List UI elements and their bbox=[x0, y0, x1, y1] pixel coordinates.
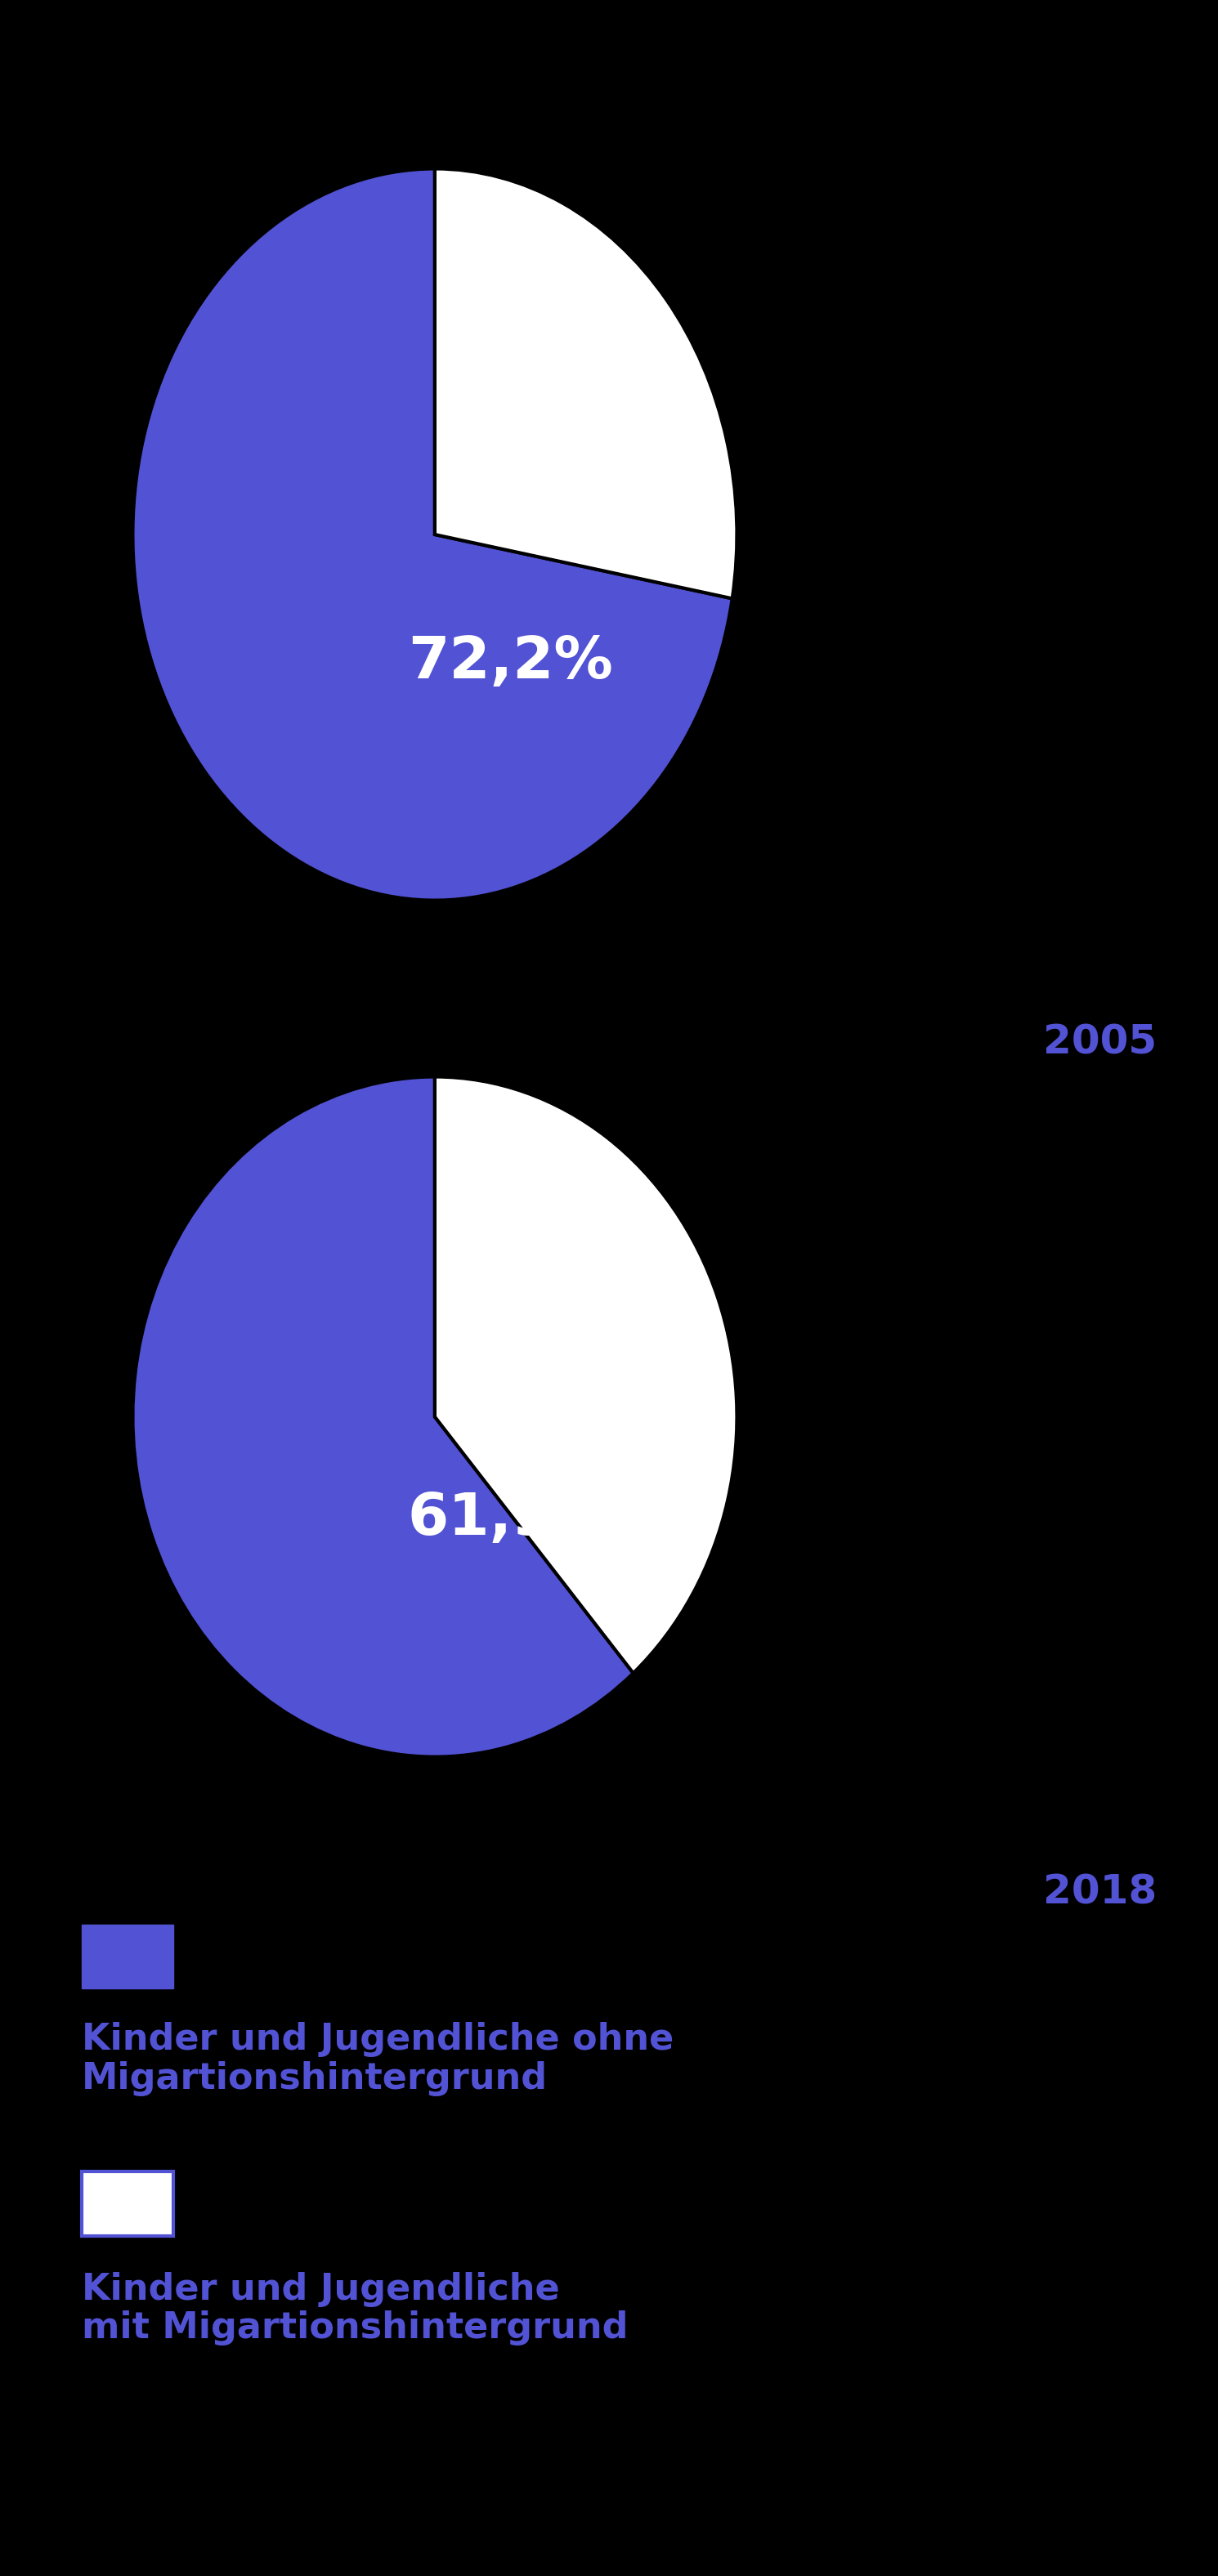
Text: 61,9%: 61,9% bbox=[408, 1492, 613, 1548]
Text: Kinder und Jugendliche: Kinder und Jugendliche bbox=[82, 2272, 559, 2308]
Text: 72,2%: 72,2% bbox=[408, 634, 613, 690]
Wedge shape bbox=[435, 1077, 737, 1674]
Text: 27,8%: 27,8% bbox=[222, 456, 395, 505]
Wedge shape bbox=[435, 170, 737, 598]
Text: 2018: 2018 bbox=[1044, 1873, 1157, 1911]
Text: Migartionshintergrund: Migartionshintergrund bbox=[82, 2061, 548, 2097]
Text: 38,9%: 38,9% bbox=[222, 1358, 395, 1406]
Text: Kinder und Jugendliche ohne: Kinder und Jugendliche ohne bbox=[82, 2022, 674, 2058]
Wedge shape bbox=[133, 1077, 633, 1757]
Text: 2005: 2005 bbox=[1044, 1023, 1157, 1061]
Wedge shape bbox=[133, 170, 732, 899]
Text: mit Migartionshintergrund: mit Migartionshintergrund bbox=[82, 2311, 628, 2347]
